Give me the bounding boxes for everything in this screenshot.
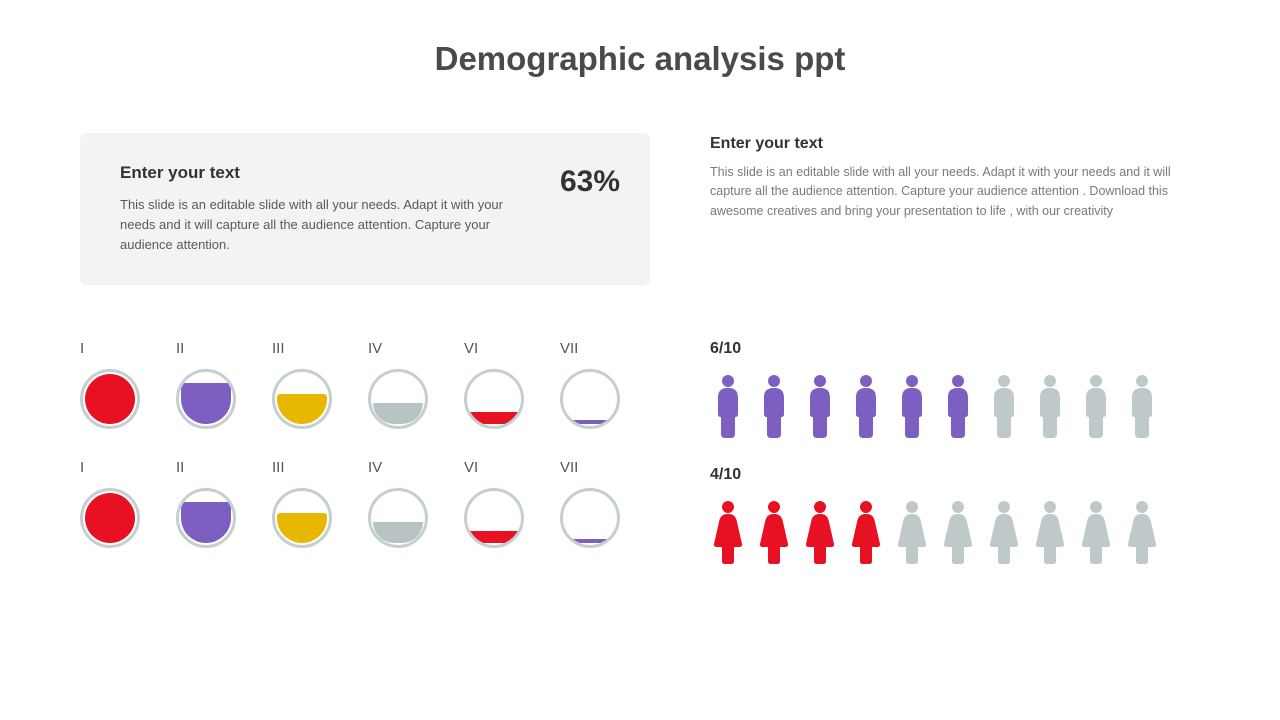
top-row: Enter your text This slide is an editabl… xyxy=(80,133,1200,285)
circle-item: VII xyxy=(560,340,630,429)
person-male-icon xyxy=(710,374,746,440)
circle-label: I xyxy=(80,340,84,357)
person-male-icon xyxy=(756,374,792,440)
person-male-icon xyxy=(802,374,838,440)
circle-fill xyxy=(469,531,519,543)
circle-icon xyxy=(272,369,332,429)
circle-item: IV xyxy=(368,459,438,548)
person-male-icon xyxy=(986,374,1022,440)
circle-label: IV xyxy=(368,340,382,357)
person-female-icon xyxy=(940,500,976,566)
circle-row: IIIIIIIVVIVII xyxy=(80,459,650,548)
circle-item: II xyxy=(176,340,246,429)
circle-label: III xyxy=(272,340,285,357)
circle-item: III xyxy=(272,340,342,429)
people-label: 6/10 xyxy=(710,340,1190,358)
circle-label: II xyxy=(176,459,184,476)
circle-fill xyxy=(565,420,615,424)
circle-icon xyxy=(560,488,620,548)
circle-item: IV xyxy=(368,340,438,429)
circle-label: VII xyxy=(560,459,578,476)
circle-item: I xyxy=(80,459,150,548)
card-body: This slide is an editable slide with all… xyxy=(120,195,540,255)
person-female-icon xyxy=(894,500,930,566)
circle-icon xyxy=(464,488,524,548)
circle-row: IIIIIIIVVIVII xyxy=(80,340,650,429)
person-female-icon xyxy=(1032,500,1068,566)
circle-fill xyxy=(85,374,135,424)
card-text: Enter your text This slide is an editabl… xyxy=(120,163,560,255)
circle-label: VII xyxy=(560,340,578,357)
person-female-icon xyxy=(986,500,1022,566)
circle-fill xyxy=(565,539,615,543)
circle-label: IV xyxy=(368,459,382,476)
people-label: 4/10 xyxy=(710,466,1190,484)
circle-fill xyxy=(181,383,231,424)
circle-item: I xyxy=(80,340,150,429)
circle-item: VII xyxy=(560,459,630,548)
circle-icon xyxy=(80,369,140,429)
circle-icon xyxy=(176,488,236,548)
people-icons xyxy=(710,500,1190,566)
circle-item: VI xyxy=(464,459,534,548)
people-icons xyxy=(710,374,1190,440)
person-female-icon xyxy=(756,500,792,566)
circle-icon xyxy=(80,488,140,548)
person-male-icon xyxy=(1124,374,1160,440)
circle-icon xyxy=(464,369,524,429)
circle-set: IIIIIIIVVIVII xyxy=(80,340,650,429)
circle-fill xyxy=(85,493,135,543)
page-title: Demographic analysis ppt xyxy=(80,40,1200,78)
card-heading: Enter your text xyxy=(120,163,540,183)
circle-fill xyxy=(277,394,327,424)
circle-label: VI xyxy=(464,340,478,357)
circle-fill xyxy=(373,403,423,424)
circle-fill xyxy=(277,513,327,543)
circle-icon xyxy=(368,369,428,429)
card-stat: 63% xyxy=(560,163,620,199)
person-female-icon xyxy=(1124,500,1160,566)
circle-fill xyxy=(469,412,519,424)
circle-item: VI xyxy=(464,340,534,429)
people-area: 6/10 4/10 xyxy=(710,340,1190,592)
circle-item: II xyxy=(176,459,246,548)
circle-icon xyxy=(560,369,620,429)
person-male-icon xyxy=(940,374,976,440)
people-row: 6/10 xyxy=(710,340,1190,440)
circle-icon xyxy=(368,488,428,548)
right-body: This slide is an editable slide with all… xyxy=(710,163,1180,221)
person-male-icon xyxy=(848,374,884,440)
stat-card: Enter your text This slide is an editabl… xyxy=(80,133,650,285)
circle-label: I xyxy=(80,459,84,476)
people-row: 4/10 xyxy=(710,466,1190,566)
circle-label: II xyxy=(176,340,184,357)
circle-set: IIIIIIIVVIVII xyxy=(80,459,650,548)
circle-fill xyxy=(181,502,231,543)
person-female-icon xyxy=(802,500,838,566)
person-female-icon xyxy=(710,500,746,566)
bottom-row: IIIIIIIVVIVIIIIIIIIIVVIVII 6/104/10 xyxy=(80,340,1200,592)
circle-label: III xyxy=(272,459,285,476)
circles-area: IIIIIIIVVIVIIIIIIIIIVVIVII xyxy=(80,340,650,592)
person-male-icon xyxy=(1078,374,1114,440)
person-female-icon xyxy=(848,500,884,566)
circle-icon xyxy=(176,369,236,429)
person-male-icon xyxy=(894,374,930,440)
right-heading: Enter your text xyxy=(710,135,1180,153)
person-male-icon xyxy=(1032,374,1068,440)
circle-label: VI xyxy=(464,459,478,476)
right-text-block: Enter your text This slide is an editabl… xyxy=(710,133,1180,285)
slide: Demographic analysis ppt Enter your text… xyxy=(0,0,1280,720)
person-female-icon xyxy=(1078,500,1114,566)
circle-icon xyxy=(272,488,332,548)
circle-item: III xyxy=(272,459,342,548)
circle-fill xyxy=(373,522,423,543)
